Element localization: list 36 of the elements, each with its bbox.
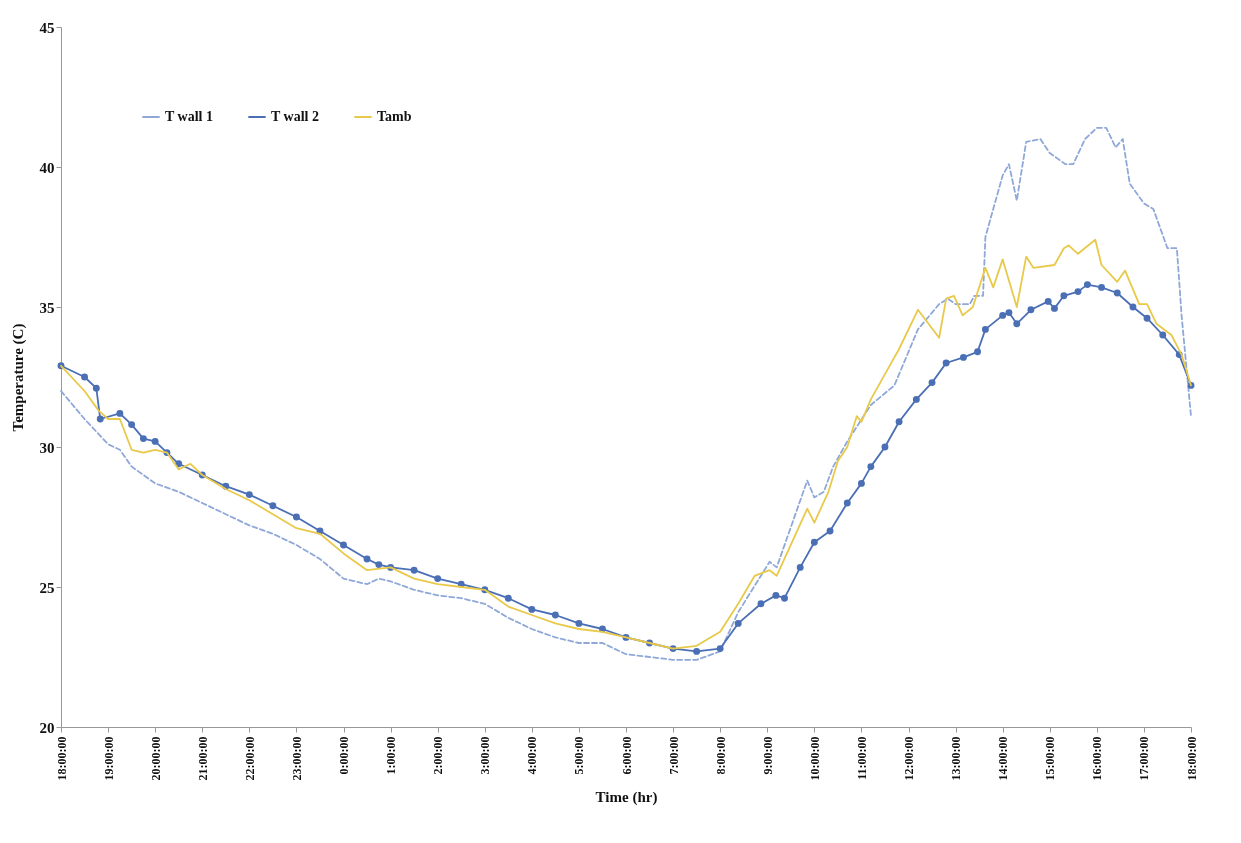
x-tick-label: 8:00:00: [713, 736, 728, 775]
x-tick-label: 2:00:00: [431, 736, 446, 775]
x-tick-label: 14:00:00: [996, 736, 1011, 781]
legend-label: T wall 2: [271, 109, 319, 124]
x-tick-label: 23:00:00: [289, 736, 304, 781]
y-tick-label: 20: [39, 719, 55, 736]
legend-label: Tamb: [377, 109, 412, 124]
x-tick-label: 4:00:00: [525, 736, 540, 775]
x-tick-label: 22:00:00: [242, 736, 257, 781]
y-axis-title: Temperature (C): [9, 323, 27, 432]
x-tick-label: 16:00:00: [1090, 736, 1105, 781]
x-tick-label: 20:00:00: [148, 736, 163, 781]
x-tick-label: 15:00:00: [1043, 736, 1058, 781]
y-tick-label: 30: [39, 439, 55, 456]
x-tick-label: 18:00:00: [54, 736, 69, 781]
x-axis-title: Time (hr): [595, 789, 658, 807]
x-tick-label: 6:00:00: [619, 736, 634, 775]
x-tick-label: 3:00:00: [478, 736, 493, 775]
x-tick-label: 18:00:00: [1184, 736, 1199, 781]
x-tick-label: 1:00:00: [384, 736, 399, 775]
x-tick-label: 9:00:00: [760, 736, 775, 775]
x-tick-label: 17:00:00: [1137, 736, 1152, 781]
x-tick-label: 5:00:00: [572, 736, 587, 775]
x-tick-label: 10:00:00: [807, 736, 822, 781]
y-tick-label: 25: [39, 579, 55, 596]
x-tick-label: 11:00:00: [854, 736, 869, 780]
legend-label: T wall 1: [165, 109, 213, 124]
y-tick-label: 40: [39, 159, 55, 176]
x-tick-label: 19:00:00: [101, 736, 116, 781]
x-tick-label: 7:00:00: [666, 736, 681, 775]
x-tick-label: 0:00:00: [337, 736, 351, 775]
x-tick-label: 12:00:00: [902, 736, 916, 781]
y-tick-label: 35: [39, 299, 55, 316]
x-tick-label: 13:00:00: [949, 736, 964, 781]
y-tick-label: 45: [39, 19, 55, 36]
x-tick-label: 21:00:00: [195, 736, 210, 781]
